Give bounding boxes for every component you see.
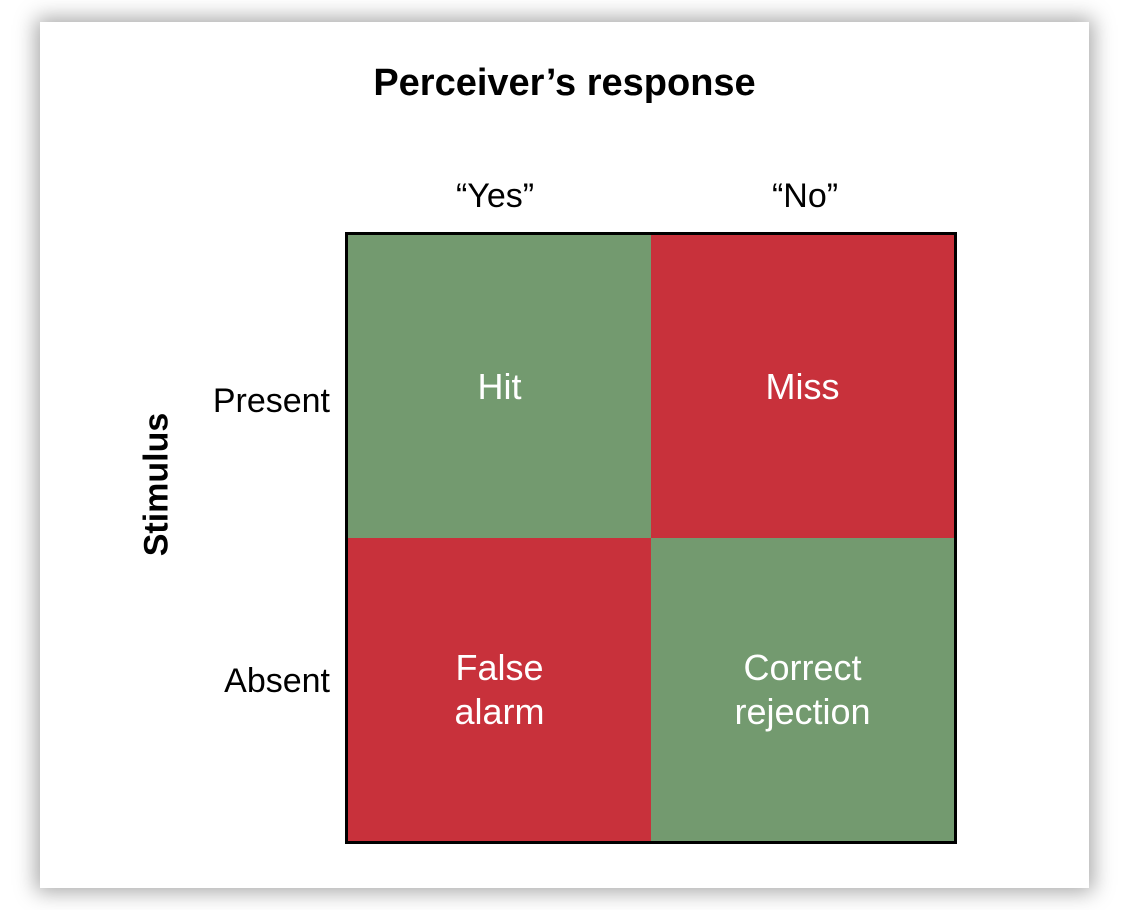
cell-false-alarm-label: Falsealarm [434,646,564,732]
column-header-yes: “Yes” [345,177,645,216]
cell-miss: Miss [651,235,954,538]
figure-card: Perceiver’s response Stimulus “Yes” “No”… [40,22,1089,888]
outcome-grid: Hit Miss Falsealarm Correctrejection [345,232,957,844]
cell-miss-label: Miss [746,365,860,408]
cell-correct-rejection-label: Correctrejection [714,646,890,732]
row-axis-title: Stimulus [137,413,176,557]
column-header-no: “No” [655,177,955,216]
column-axis-title: Perceiver’s response [40,62,1089,105]
cell-hit: Hit [348,235,651,538]
cell-correct-rejection: Correctrejection [651,538,954,841]
cell-false-alarm: Falsealarm [348,538,651,841]
cell-hit-label: Hit [458,365,542,408]
row-header-present: Present [160,382,330,421]
row-header-absent: Absent [160,662,330,701]
